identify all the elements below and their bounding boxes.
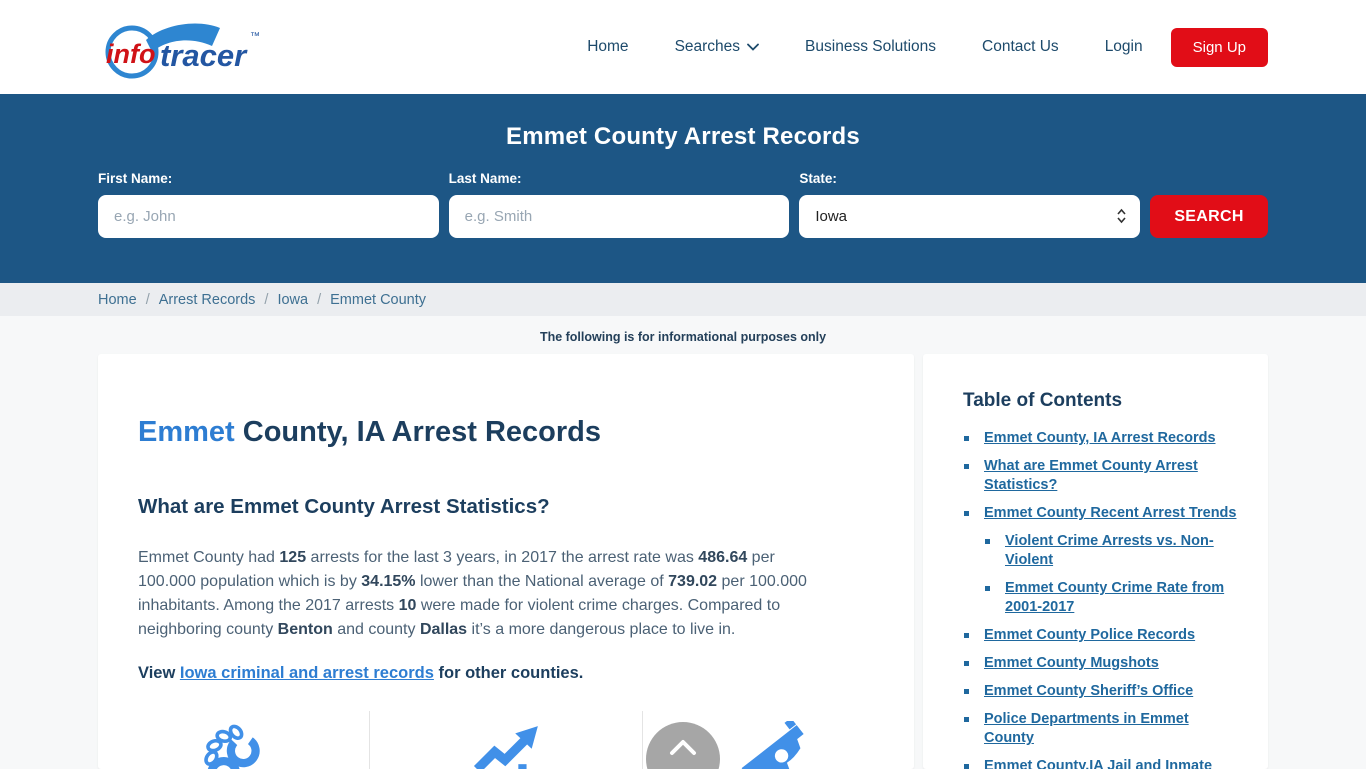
view-prefix: View <box>138 664 180 682</box>
page-title: Emmet County, IA Arrest Records <box>138 414 836 450</box>
trend-chart-icon <box>473 726 538 769</box>
toc-item: Emmet County,IA Jail and Inmate Records <box>963 757 1242 769</box>
search-banner: Emmet County Arrest Records First Name: … <box>0 94 1366 283</box>
stat-value: Benton <box>277 621 333 638</box>
toc-item: Police Departments in Emmet County <box>963 710 1242 748</box>
search-button[interactable]: SEARCH <box>1150 195 1269 238</box>
breadcrumb: Home / Arrest Records / Iowa / Emmet County <box>98 291 426 309</box>
icon-col-trends <box>369 711 641 769</box>
paragraph-text: Emmet County had <box>138 549 280 566</box>
main-nav: Home Searches Business Solutions Contact Us… <box>541 27 1268 67</box>
infotracer-logo[interactable]: info tracer ™ <box>98 14 270 80</box>
paragraph-text: arrests for the last 3 years, in 2017 th… <box>306 549 699 566</box>
breadcrumb-separator: / <box>264 291 269 308</box>
state-label: State: <box>799 171 837 186</box>
stat-value: 34.15% <box>361 573 416 590</box>
search-form: First Name: Last Name: State: Iowa SEARC… <box>98 171 1269 238</box>
icon-col-crime <box>641 711 914 769</box>
last-name-field-group: Last Name: <box>448 171 790 238</box>
toc-link[interactable]: Emmet County,IA Jail and Inmate Records <box>984 758 1213 769</box>
statistics-heading: What are Emmet County Arrest Statistics? <box>138 495 550 518</box>
select-stepper-icon <box>1117 208 1126 224</box>
stat-value: 10 <box>398 597 417 614</box>
breadcrumb-item[interactable]: Emmet County <box>330 291 427 308</box>
breadcrumb-separator: / <box>317 291 322 308</box>
toc-link[interactable]: Police Departments in Emmet County <box>984 711 1189 746</box>
state-field-group: State: Iowa <box>799 171 1141 238</box>
toc-item: Emmet County Sheriff’s Office <box>963 682 1242 701</box>
page-title-highlight: Emmet <box>138 416 235 448</box>
first-name-input[interactable] <box>98 195 439 238</box>
breadcrumb-separator: / <box>145 291 150 308</box>
view-suffix: for other counties. <box>433 664 584 682</box>
chevron-up-icon <box>670 740 696 755</box>
nav-home[interactable]: Home <box>587 38 629 55</box>
feature-icons-row <box>98 711 914 769</box>
first-name-label: First Name: <box>98 171 173 186</box>
toc-link[interactable]: Emmet County, IA Arrest Records <box>984 430 1216 446</box>
breadcrumb-item[interactable]: Iowa <box>277 291 309 308</box>
toc-item: Emmet County Mugshots <box>963 654 1242 673</box>
toc-link[interactable]: Emmet County Sheriff’s Office <box>984 683 1194 699</box>
toc-item: What are Emmet County Arrest Statistics? <box>963 457 1242 495</box>
last-name-label: Last Name: <box>448 171 522 186</box>
infotracer-logo-image: info tracer ™ <box>105 23 260 79</box>
nav-business-solutions[interactable]: Business Solutions <box>805 38 937 55</box>
page-title-rest: County, IA Arrest Records <box>234 416 602 448</box>
toc-card: Table of Contents Emmet County, IA Arres… <box>923 354 1268 769</box>
first-name-field-group: First Name: <box>98 171 439 238</box>
toc-link[interactable]: Emmet County Crime Rate from 2001-2017 <box>1005 580 1225 615</box>
toc-link[interactable]: Emmet County Recent Arrest Trends <box>984 505 1237 521</box>
disclaimer-text: The following is for informational purpo… <box>539 330 827 344</box>
paragraph-text: and county <box>332 621 420 638</box>
stat-value: 486.64 <box>698 549 748 566</box>
toc-title: Table of Contents <box>963 390 1123 411</box>
toc-link[interactable]: Violent Crime Arrests vs. Non-Violent <box>1005 533 1214 568</box>
toc-item: Violent Crime Arrests vs. Non-Violent <box>984 532 1242 570</box>
breadcrumb-item[interactable]: Home <box>98 291 137 308</box>
paragraph-text: per 100.000 population which is by <box>138 549 775 590</box>
toc-list: Emmet County, IA Arrest Records What are … <box>963 429 1242 769</box>
last-name-input[interactable] <box>448 195 790 238</box>
stat-value: 739.02 <box>668 573 718 590</box>
handcuffs-icon <box>203 724 260 769</box>
logo-tm-mark: ™ <box>250 31 260 42</box>
toc-item: Emmet County Crime Rate from 2001-2017 <box>984 579 1242 617</box>
logo-tracer-text: tracer <box>160 38 248 73</box>
stat-value: 125 <box>279 549 307 566</box>
site-header: info tracer ™ Home Searches Business Solut… <box>0 0 1366 94</box>
chevron-down-icon <box>747 43 759 51</box>
nav-searches[interactable]: Searches <box>675 38 759 56</box>
paragraph-text: per 100.000 inhabitants. Among the 2017 … <box>138 573 807 614</box>
logo-info-text: info <box>106 39 155 69</box>
paragraph-text: it’s a more dangerous place to live in. <box>467 621 736 638</box>
stats-paragraph: Emmet County had 125 arrests for the las… <box>138 546 836 642</box>
toc-link[interactable]: What are Emmet County Arrest Statistics? <box>984 458 1198 493</box>
toc-link[interactable]: Emmet County Police Records <box>984 627 1196 643</box>
nav-sign-up[interactable]: Sign Up <box>1170 27 1268 67</box>
toc-item: Emmet County Police Records <box>963 626 1242 645</box>
breadcrumb-bar: Home / Arrest Records / Iowa / Emmet County <box>0 283 1366 316</box>
article-card: Emmet County, IA Arrest Records What are… <box>98 354 914 769</box>
nav-contact-us[interactable]: Contact Us <box>982 38 1059 55</box>
paragraph-text: lower than the National average of <box>415 573 669 590</box>
content-row: Emmet County, IA Arrest Records What are… <box>98 354 1268 769</box>
paragraph-text: were made for violent crime charges. Com… <box>138 597 781 638</box>
banner-title: Emmet County Arrest Records <box>506 123 860 150</box>
stat-value: Dallas <box>419 621 468 638</box>
icon-col-arrests <box>98 711 369 769</box>
toc-item: Emmet County Recent Arrest Trends <box>963 504 1242 523</box>
state-select[interactable]: Iowa <box>799 195 1141 238</box>
breadcrumb-item[interactable]: Arrest Records <box>158 291 256 308</box>
toc-link[interactable]: Emmet County Mugshots <box>984 655 1159 671</box>
view-other-counties: View Iowa criminal and arrest records fo… <box>138 664 836 683</box>
iowa-records-link[interactable]: Iowa criminal and arrest records <box>179 664 434 682</box>
toc-item: Emmet County, IA Arrest Records <box>963 429 1242 448</box>
gun-icon <box>741 721 804 769</box>
nav-login[interactable]: Login <box>1104 38 1143 55</box>
